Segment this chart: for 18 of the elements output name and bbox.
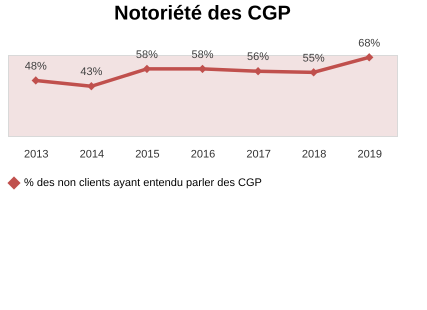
x-tick-label: 2015 [135, 148, 160, 160]
data-label: 58% [191, 48, 214, 61]
point [32, 76, 40, 85]
data-label: 58% [136, 48, 158, 61]
x-tick-label: 2019 [357, 148, 382, 160]
data-label: 56% [247, 51, 270, 64]
data-label: 68% [358, 37, 380, 50]
x-tick-label: 2014 [80, 148, 104, 160]
data-label: 48% [24, 60, 48, 72]
data-label: 55% [302, 52, 325, 64]
x-tick-label: 2013 [24, 148, 49, 160]
x-tick-label: 2018 [302, 148, 326, 160]
point [365, 53, 374, 62]
data-label: 43% [80, 66, 103, 78]
x-tick-label: 2017 [246, 148, 271, 160]
legend-label: % des non clients ayant entendu parler des CGP [24, 177, 262, 189]
chart-title: Notoriété des CGP [114, 2, 291, 24]
x-tick-label: 2016 [190, 148, 216, 160]
